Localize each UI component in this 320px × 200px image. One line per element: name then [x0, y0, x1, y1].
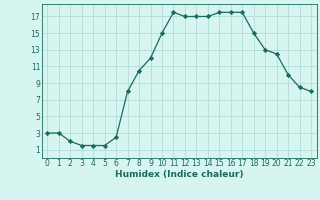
X-axis label: Humidex (Indice chaleur): Humidex (Indice chaleur)	[115, 170, 244, 179]
